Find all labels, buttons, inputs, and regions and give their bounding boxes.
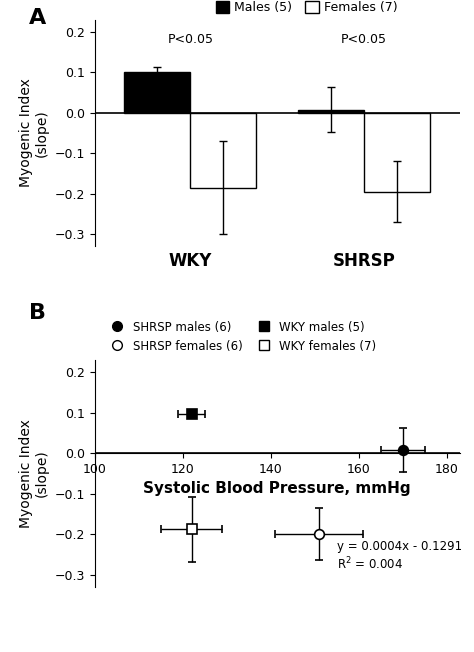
Legend: SHRSP males (6), SHRSP females (6), WKY males (5), WKY females (7): SHRSP males (6), SHRSP females (6), WKY … [100, 316, 381, 357]
Text: A: A [29, 8, 46, 28]
Legend: Males (5), Females (7): Males (5), Females (7) [210, 0, 402, 20]
Bar [364, 113, 430, 192]
Text: y = 0.0004x - 0.1291
R$^{2}$ = 0.004: y = 0.0004x - 0.1291 R$^{2}$ = 0.004 [337, 541, 462, 572]
X-axis label: Systolic Blood Pressure, mmHg: Systolic Blood Pressure, mmHg [144, 481, 411, 496]
Y-axis label: Myogenic Index
(slope): Myogenic Index (slope) [19, 79, 49, 187]
Bar [124, 72, 191, 113]
Text: P<0.05: P<0.05 [167, 33, 213, 46]
Bar [191, 113, 256, 188]
Y-axis label: Myogenic Index
(slope): Myogenic Index (slope) [19, 419, 49, 527]
Bar [298, 110, 364, 113]
Text: P<0.05: P<0.05 [341, 33, 387, 46]
Text: B: B [29, 303, 46, 323]
